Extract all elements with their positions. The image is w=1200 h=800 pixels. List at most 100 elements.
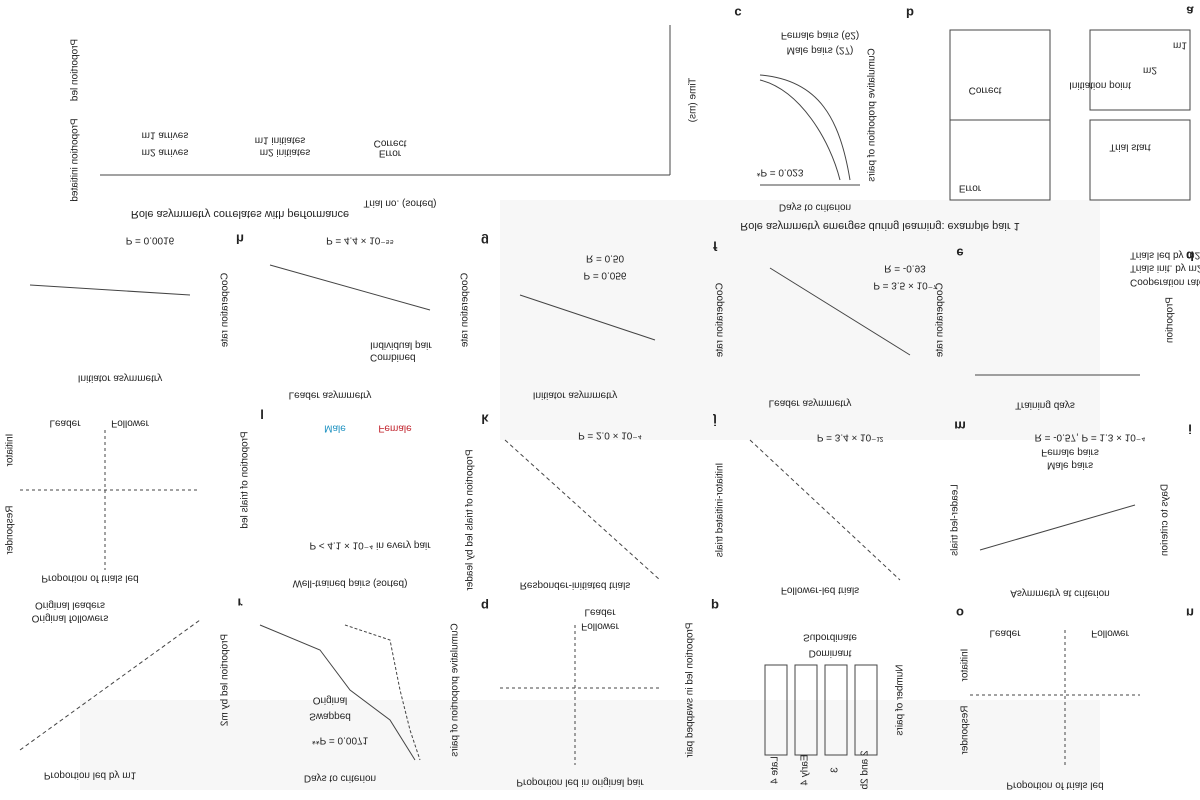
panel-letter: o [956, 606, 964, 621]
overlay [500, 200, 1100, 440]
panel-label: Leader [989, 627, 1021, 638]
bar-frame [854, 664, 878, 756]
panel-label: Days to criterion [779, 201, 851, 212]
panel-label: Cumulative proportion of pairs [450, 623, 461, 756]
bar-frame [764, 664, 788, 756]
panel-label: Proportion led in original pair [516, 776, 644, 787]
panel-label: Error [959, 182, 982, 193]
panel-label: Original followers [32, 612, 109, 623]
panel-label: P = 3.4 × 10⁻¹² [817, 431, 884, 442]
panel-label: Initiator asymmetry [533, 389, 617, 400]
panel-letter: g [481, 234, 489, 249]
panel-label: Female pairs (62) [781, 29, 859, 40]
panel-label: R = 0.50 [586, 252, 625, 263]
panel-label: *P = 0.023 [757, 166, 804, 177]
panel-label: Dominant [809, 647, 852, 658]
panel-label: Cooperation rate [1130, 276, 1200, 287]
bar-frame [794, 664, 818, 756]
panel-label: m2 initiates [260, 146, 311, 157]
arena [949, 119, 1051, 201]
panel-label: Proportion [1165, 297, 1176, 343]
panel-label: Proportion of trials led [1006, 779, 1103, 790]
panel-label: Early 4 [800, 754, 811, 786]
panel-label: Cumulative proportion of pairs [867, 48, 878, 181]
panel-letter: h [236, 232, 244, 247]
panel-label: m2 arrives [142, 146, 189, 157]
curve-male [759, 79, 841, 181]
panel-label: Proportion led in swapped pair [685, 622, 696, 758]
panel-label: Leader-led trials [950, 484, 961, 556]
panel-label: Leader [584, 606, 616, 617]
panel-label: Trials led by m2 [1130, 249, 1200, 260]
panel-label: Leader asymmetry [769, 397, 852, 408]
panel-letter: r [237, 596, 242, 611]
panel-label: Follower [1091, 627, 1129, 638]
panel-label: Proportion led by m2 [220, 634, 231, 727]
panel-label: Original leaders [35, 599, 105, 610]
panel-label: Trial no. (sorted) [364, 197, 437, 208]
panel-label: Proportion of trials led [41, 572, 138, 583]
panel-label: Follower-led trials [781, 584, 859, 595]
panel-label: Number of pairs [895, 664, 906, 735]
panel-letter: q [481, 599, 489, 614]
panel-letter: m [954, 419, 966, 434]
panel-label: R = -0.93 [884, 262, 926, 273]
panel-letter: n [1186, 606, 1194, 621]
arena [1089, 119, 1191, 201]
panel-label: P < 4.1 × 10⁻⁴ in every pair [309, 539, 431, 550]
curve-original [259, 624, 416, 761]
panel-label: Cooperation rate [935, 283, 946, 358]
trend [269, 264, 431, 311]
trend [979, 504, 1136, 551]
panel-label: 3 [830, 767, 841, 773]
panel-label: Correct [969, 84, 1002, 95]
panel-label: Individual pair [370, 339, 432, 350]
curve-swapped [344, 624, 421, 761]
panel-label: Male pairs (27) [787, 44, 854, 55]
panel-label: m1 initiates [255, 134, 306, 145]
panel-letter: f [713, 239, 718, 254]
panel-label: P = 0.0016 [126, 234, 175, 245]
overlay [80, 700, 1100, 790]
panel-label: P = 3.5 × 10⁻⁷ [873, 279, 937, 290]
panel-label: Initiator [5, 434, 16, 467]
panel-label: Swapped [309, 710, 351, 721]
panel-label: Proportion of trials led [240, 431, 251, 528]
panel-label: Proportion initiated [70, 118, 81, 201]
panel-label: Proportion of trials led by leader [465, 449, 476, 591]
panel-label: Cooperation rate [460, 273, 471, 348]
bar-frame [824, 664, 848, 756]
panel-label: Initiation point [1069, 79, 1131, 90]
panel-letter: d [1186, 249, 1194, 264]
panel-label: Training days [1015, 399, 1075, 410]
trend [769, 267, 911, 356]
panel-label: P = 2.0 × 10⁻⁴ [578, 429, 642, 440]
panel-label: Asymmetry at criterion [1010, 587, 1109, 598]
panel-label: Error [379, 147, 402, 158]
panel-letter: e [956, 246, 963, 261]
panel-label: Female [378, 422, 412, 433]
panel-label: Proportion led by m1 [44, 769, 137, 780]
panel-label: Time (ms) [688, 78, 699, 123]
panel-letter: p [711, 599, 719, 614]
panel-label: Trial start [1109, 141, 1151, 152]
panel-label: Trials init. by m2 [1130, 262, 1200, 273]
panel-label: m1 [1173, 39, 1187, 50]
panel-label: Responder [5, 506, 16, 556]
panel-label: Leader asymmetry [289, 389, 372, 400]
panel-label: Male pairs [1047, 459, 1093, 470]
panel-label: Cooperation rate [220, 273, 231, 348]
panel-label: Follower [581, 620, 619, 631]
panel-letter: b [906, 6, 914, 21]
panel-letter: k [481, 412, 489, 427]
panel-label: Late 4 [770, 756, 781, 784]
panel-label: m2 [1143, 64, 1157, 75]
panel-letter: j [712, 414, 717, 429]
panel-label: P = 4.4 × 10⁻⁵⁵ [326, 234, 394, 245]
trend [29, 284, 191, 296]
panel-label: P = 0.056 [584, 269, 627, 280]
panel-label: Initiator-initiated trials [715, 463, 726, 557]
panel-label: Cooperation rate [715, 283, 726, 358]
panel-label: Combined [370, 351, 416, 362]
